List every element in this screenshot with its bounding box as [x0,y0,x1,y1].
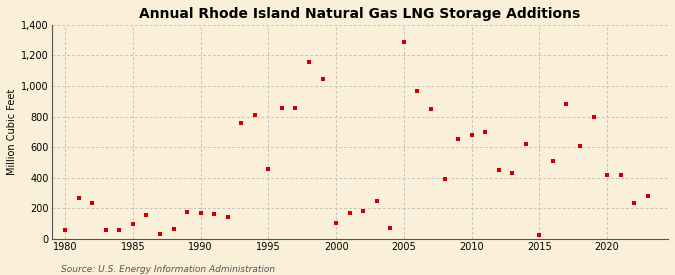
Point [561,101,572,106]
Point [277,106,288,110]
Point [439,177,450,182]
Point [155,232,165,236]
Point [615,173,626,178]
Point [331,221,342,225]
Point [520,142,531,146]
Point [425,107,436,111]
Point [507,171,518,175]
Point [114,228,125,233]
Point [385,226,396,230]
Point [588,114,599,119]
Point [250,113,261,117]
Point [547,159,558,163]
Point [480,130,491,134]
Point [128,221,138,226]
Point [358,209,369,213]
Point [168,227,179,231]
Point [493,168,504,172]
Point [453,136,464,141]
Point [629,201,640,205]
Point [574,143,585,148]
Point [466,133,477,137]
Point [74,196,84,200]
Point [398,40,409,44]
Point [236,121,246,126]
Point [209,212,219,216]
Point [222,214,233,219]
Point [643,194,653,198]
Y-axis label: Million Cubic Feet: Million Cubic Feet [7,89,17,175]
Point [195,211,206,215]
Point [263,166,274,171]
Point [290,106,301,110]
Point [304,59,315,64]
Point [412,88,423,93]
Title: Annual Rhode Island Natural Gas LNG Storage Additions: Annual Rhode Island Natural Gas LNG Stor… [139,7,580,21]
Point [141,213,152,217]
Point [371,198,382,203]
Point [60,228,71,233]
Point [317,77,328,81]
Text: Source: U.S. Energy Information Administration: Source: U.S. Energy Information Administ… [61,265,275,274]
Point [182,210,192,214]
Point [87,201,98,205]
Point [534,233,545,237]
Point [344,211,355,215]
Point [101,227,111,232]
Point [601,173,612,178]
